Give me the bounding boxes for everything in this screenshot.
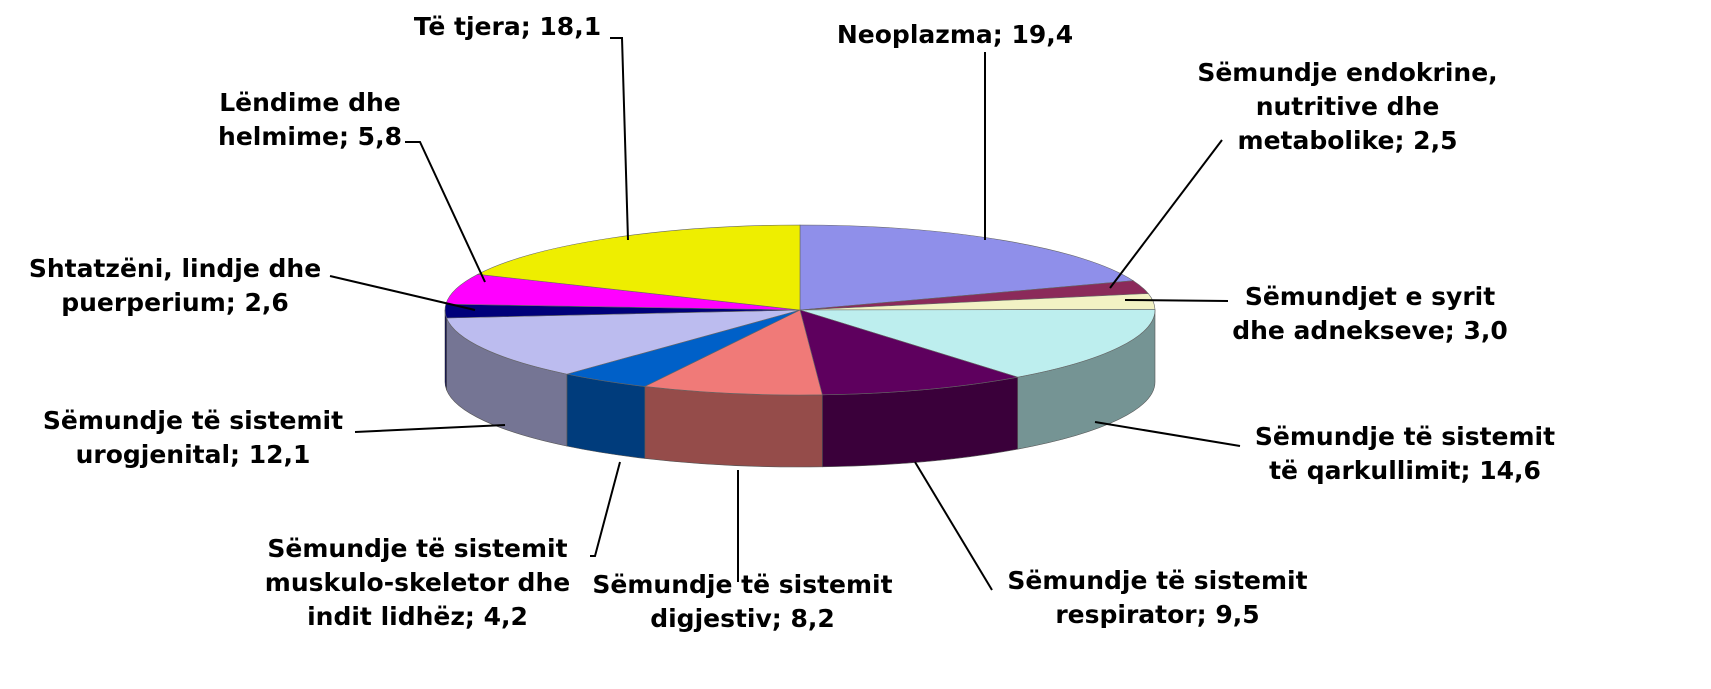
data-label: Neoplazma; 19,4 bbox=[800, 18, 1110, 52]
data-label: Sëmundje të sistemit urogjenital; 12,1 bbox=[18, 404, 368, 472]
category: Lëndime dhe helmime bbox=[218, 88, 401, 151]
data-label: Shtatzëni, lindje dhe puerperium; 2,6 bbox=[5, 252, 345, 320]
separator: ; bbox=[992, 20, 1012, 49]
value-label: 3,0 bbox=[1463, 316, 1508, 345]
leader-line bbox=[914, 461, 993, 591]
slice-side bbox=[444, 309, 447, 391]
slice bbox=[799, 309, 1156, 378]
data-label: Sëmundjet e syrit dhe adnekseve; 3,0 bbox=[1215, 280, 1525, 348]
value-label: 4,2 bbox=[483, 602, 528, 631]
separator: ; bbox=[225, 288, 245, 317]
value-label: 19,4 bbox=[1011, 20, 1074, 49]
separator: ; bbox=[230, 440, 249, 469]
category: Shtatzëni, lindje dhe puerperium bbox=[28, 254, 322, 317]
separator: ; bbox=[1444, 316, 1464, 345]
category: Sëmundje të sistemit digjestiv bbox=[592, 570, 893, 633]
category: Sëmundje të sistemit urogjenital bbox=[42, 406, 344, 469]
separator: ; bbox=[520, 12, 540, 41]
slice-side bbox=[644, 386, 823, 468]
slice bbox=[476, 224, 801, 311]
leader-line bbox=[329, 275, 476, 311]
leader-line bbox=[1124, 299, 1229, 302]
separator: ; bbox=[771, 604, 791, 633]
value-label: 2,5 bbox=[1413, 126, 1458, 155]
leader-line bbox=[1109, 139, 1223, 289]
value-label: 14,6 bbox=[1479, 456, 1541, 485]
category: Sëmundjet e syrit dhe adnekseve bbox=[1232, 282, 1496, 345]
leader-line bbox=[590, 461, 621, 557]
leader-line bbox=[405, 141, 486, 283]
slice bbox=[799, 224, 1135, 311]
separator: ; bbox=[1460, 456, 1480, 485]
data-label: Sëmundje të sistemit digjestiv; 8,2 bbox=[570, 568, 915, 636]
separator: ; bbox=[464, 602, 484, 631]
slice bbox=[643, 309, 823, 396]
value-label: 2,6 bbox=[244, 288, 289, 317]
category: Neoplazma bbox=[836, 20, 993, 49]
value-label: 9,5 bbox=[1215, 600, 1260, 629]
data-label: Sëmundje të sistemit respirator; 9,5 bbox=[985, 564, 1330, 632]
category: Sëmundje të sistemit muskulo-skeletor dh… bbox=[264, 534, 571, 631]
value-label: 5,8 bbox=[357, 122, 402, 151]
value-label: 18,1 bbox=[539, 12, 602, 41]
data-label: Sëmundje endokrine, nutritive dhe metabo… bbox=[1170, 56, 1525, 158]
category: Të tjera bbox=[413, 12, 521, 41]
separator: ; bbox=[1394, 126, 1414, 155]
value-label: 12,1 bbox=[248, 440, 311, 469]
separator: ; bbox=[338, 122, 358, 151]
separator: ; bbox=[1196, 600, 1216, 629]
category: Sëmundje të sistemit të qarkullimit bbox=[1254, 422, 1556, 485]
data-label: Sëmundje të sistemit të qarkullimit; 14,… bbox=[1240, 420, 1570, 488]
leader-line bbox=[610, 37, 629, 241]
leader-line bbox=[1094, 421, 1241, 447]
data-label: Lëndime dhe helmime; 5,8 bbox=[200, 86, 420, 154]
slice-side bbox=[566, 373, 646, 459]
slice bbox=[799, 309, 1018, 396]
data-label: Të tjera; 18,1 bbox=[395, 10, 620, 44]
leader-line bbox=[354, 424, 506, 433]
category: Sëmundje të sistemit respirator bbox=[1007, 566, 1308, 629]
data-label: Sëmundje të sistemit muskulo-skeletor dh… bbox=[245, 532, 590, 634]
value-label: 8,2 bbox=[790, 604, 835, 633]
category: Sëmundje endokrine, nutritive dhe metabo… bbox=[1197, 58, 1498, 155]
slice bbox=[446, 309, 801, 375]
